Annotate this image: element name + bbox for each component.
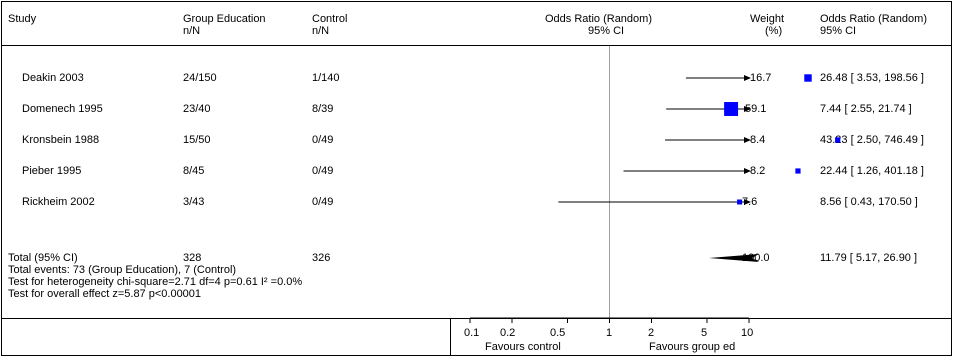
study-name: Kronsbein 1988 [22,134,100,146]
study-name: Pieber 1995 [22,165,82,177]
ci-arrow-right [744,199,751,205]
study-name: Domenech 1995 [22,103,103,115]
total-label: Total (95% CI) [8,252,78,264]
header-or-ci: Odds Ratio (Random) [820,13,927,25]
header-weight-sub: (%) [765,25,783,37]
header-divider [2,45,951,46]
header-or-sub: 95% CI [588,25,625,37]
study-control: 8/39 [312,103,334,115]
total-events: Total events: 73 (Group Education), 7 (C… [8,264,237,276]
header-weight: Weight [750,13,785,25]
study-group: 3/43 [183,196,205,208]
study-or-ci: 7.44 [ 2.55, 21.74 ] [820,103,912,115]
total-or-ci: 11.79 [ 5.17, 26.90 ] [820,252,918,264]
study-group: 15/50 [183,134,211,146]
header-control: Control [312,13,348,25]
study-or-ci: 43.23 [ 2.50, 746.49 ] [820,134,924,146]
tick-label: 0.5 [550,327,566,339]
study-control: 1/140 [312,72,340,84]
study-name: Deakin 2003 [22,72,84,84]
study-weight: 16.7 [750,72,772,84]
study-control: 0/49 [312,196,334,208]
study-or-ci: 26.48 [ 3.53, 198.56 ] [820,72,924,84]
tick-label: 5 [701,327,708,339]
study-group: 8/45 [183,165,205,177]
header-group-sub: n/N [183,25,201,37]
study-marker [724,102,739,116]
axis-left-boundary [450,318,451,356]
favours-control-label: Favours control [485,341,561,353]
ci-arrow-right [744,106,751,112]
total-group: 328 [183,252,202,264]
favours-group-ed-label: Favours group ed [649,341,736,353]
study-control: 0/49 [312,165,334,177]
study-group: 23/40 [183,103,211,115]
study-marker [795,168,801,174]
study-weight: 8.4 [750,134,766,146]
study-marker [737,199,743,205]
study-group: 24/150 [183,72,217,84]
study-control: 0/49 [312,134,334,146]
study-marker [804,74,812,82]
study-weight: 59.1 [745,103,767,115]
study-marker [835,137,841,143]
header-or: Odds Ratio (Random) [545,13,652,25]
study-or-ci: 22.44 [ 1.26, 401.18 ] [820,165,924,177]
ci-arrow-right [744,75,751,81]
tick-label: 10 [741,327,754,339]
heterogeneity-test: Test for heterogeneity chi-square=2.71 d… [8,276,303,288]
study-name: Rickheim 2002 [22,196,95,208]
study-or-ci: 8.56 [ 0.43, 170.50 ] [820,196,918,208]
header-group: Group Education [183,13,266,25]
overall-effect-test: Test for overall effect z=5.87 p<0.00001 [8,288,202,300]
header-study: Study [8,13,37,25]
total-control: 326 [312,252,331,264]
ci-arrow-right [744,137,751,143]
header-or-ci-sub: 95% CI [820,25,857,37]
tick-label: 0.2 [500,327,516,339]
tick-label: 2 [648,327,655,339]
tick-label: 1 [606,327,613,339]
ci-arrow-right [744,168,751,174]
header-control-sub: n/N [312,25,330,37]
study-weight: 8.2 [750,165,766,177]
tick-label: 0.1 [464,327,480,339]
pooled-diamond [709,254,759,262]
